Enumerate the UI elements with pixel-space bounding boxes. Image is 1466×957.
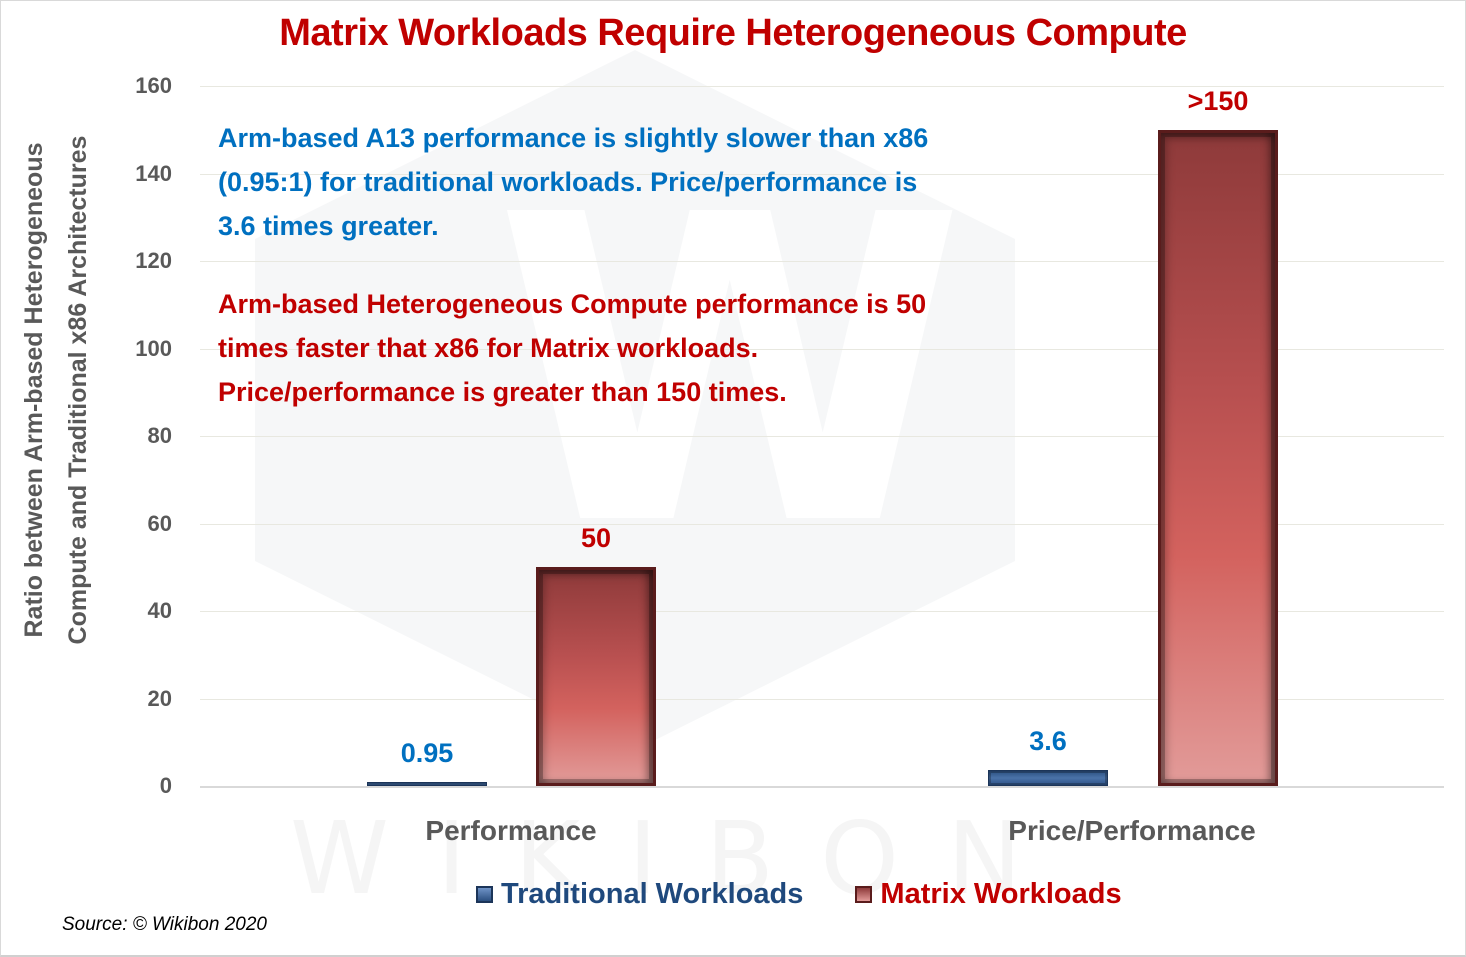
- annotation-matrix: Arm-based Heterogeneous Compute performa…: [218, 282, 1078, 414]
- chart-title: Matrix Workloads Require Heterogeneous C…: [279, 12, 1187, 54]
- bar-trad-1[interactable]: [988, 770, 1108, 786]
- watermark-text: WIKIBON: [290, 800, 1070, 917]
- y-tick-label: 40: [147, 598, 172, 623]
- x-tick-performance: Performance: [425, 815, 597, 846]
- gridline: [200, 523, 1444, 525]
- gridline: [200, 348, 1444, 350]
- plot-area: [200, 86, 1444, 788]
- x-tick-price-performance: Price/Performance: [1008, 815, 1256, 846]
- x-axis-line: [200, 786, 1444, 788]
- annotation-line: 3.6 times greater.: [218, 211, 439, 241]
- bar-matrix-0[interactable]: [536, 567, 656, 786]
- gridline: [200, 611, 1444, 612]
- annotation-line: times faster that x86 for Matrix workloa…: [218, 333, 759, 363]
- y-tick-label: 100: [135, 335, 172, 361]
- gridline: [200, 86, 1444, 87]
- annotation-line: Arm-based A13 performance is slightly sl…: [218, 123, 929, 153]
- watermark-letter: W: [492, 210, 968, 530]
- y-tick-label: 160: [135, 73, 172, 98]
- gridline: [200, 698, 1444, 700]
- y-tick-label: 80: [147, 423, 172, 448]
- data-label: >150: [1187, 85, 1249, 116]
- y-tick-label: 60: [147, 510, 172, 536]
- data-label: 50: [580, 523, 612, 554]
- annotation-traditional: Arm-based A13 performance is slightly sl…: [218, 116, 1078, 248]
- bar-matrix-1[interactable]: [1158, 129, 1278, 786]
- annotation-line: Price/performance is greater than 150 ti…: [218, 377, 787, 407]
- annotation-line: (0.95:1) for traditional workloads. Pric…: [218, 167, 918, 197]
- y-tick-label: 120: [135, 248, 172, 273]
- legend-item-matrix[interactable]: Matrix Workloads: [855, 878, 1122, 911]
- y-axis-label: Ratio between Arm-based Heterogeneous Co…: [12, 30, 102, 750]
- bar-trad-0[interactable]: [367, 781, 487, 786]
- legend-swatch-traditional-icon: [476, 886, 493, 903]
- gridline: [200, 261, 1444, 262]
- y-axis-label-line-2: Compute and Traditional x86 Architecture…: [64, 135, 92, 645]
- y-axis-label-line-1: Ratio between Arm-based Heterogeneous: [20, 142, 48, 638]
- source-note: Source: © Wikibon 2020: [62, 914, 267, 935]
- annotation-line: Arm-based Heterogeneous Compute performa…: [218, 289, 927, 319]
- legend-label-matrix: Matrix Workloads: [880, 878, 1122, 910]
- y-tick-label: 0: [159, 773, 172, 798]
- y-tick-label: 20: [147, 685, 172, 711]
- legend: Traditional Workloads Matrix Workloads: [476, 878, 1174, 911]
- legend-item-traditional[interactable]: Traditional Workloads: [476, 878, 803, 911]
- y-tick-label: 140: [135, 160, 172, 186]
- data-label: 0.95: [400, 737, 454, 768]
- gridline: [200, 436, 1444, 437]
- data-label: 3.6: [1029, 726, 1067, 757]
- gridline: [200, 173, 1444, 175]
- legend-swatch-matrix-icon: [855, 886, 873, 903]
- legend-label-traditional: Traditional Workloads: [501, 878, 804, 910]
